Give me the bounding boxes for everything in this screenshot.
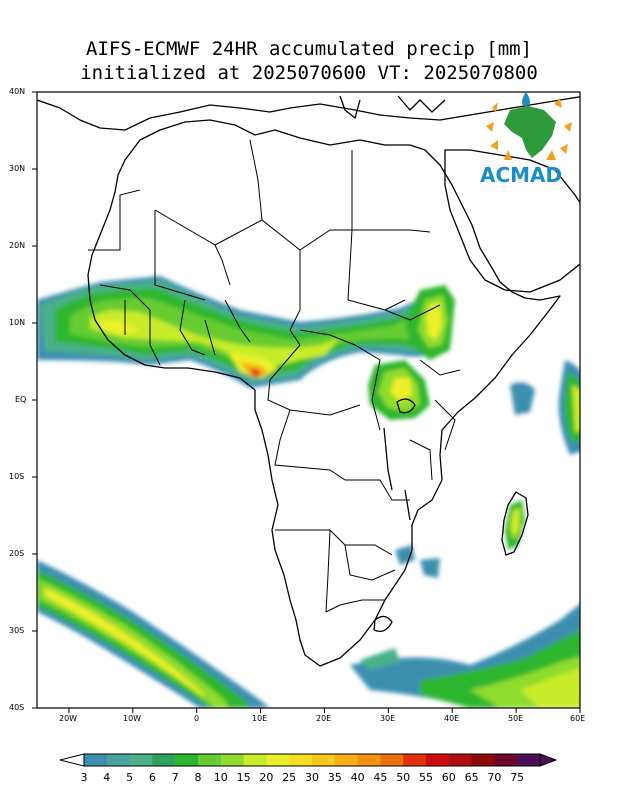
colorbar-label: 30 xyxy=(305,771,319,784)
colorbar-label: 15 xyxy=(236,771,251,784)
colorbar-label: 8 xyxy=(194,771,202,784)
colorbar-label: 5 xyxy=(126,771,134,784)
acmad-logo: ACMAD xyxy=(480,92,572,187)
colorbar-swatch xyxy=(129,754,153,766)
colorbar-swatch xyxy=(289,754,313,766)
colorbar-swatch xyxy=(357,754,381,766)
colorbar-swatch xyxy=(84,754,108,766)
colorbar-swatch xyxy=(220,754,245,766)
colorbar-label: 3 xyxy=(80,771,88,784)
lon-label-20w: 20W xyxy=(59,714,78,723)
colorbar-label: 55 xyxy=(419,771,433,784)
lat-label-40n: 40N xyxy=(9,87,26,96)
lon-label-40e: 40E xyxy=(444,714,460,723)
colorbar-swatch xyxy=(471,754,495,766)
colorbar-label: 10 xyxy=(213,771,228,784)
colorbar-swatch xyxy=(198,754,222,766)
colorbar-swatch xyxy=(266,754,290,766)
colorbar-swatch xyxy=(494,754,518,766)
lon-label-0: 0 xyxy=(194,714,200,723)
lat-label-eq: EQ xyxy=(15,395,27,404)
lon-label-20e: 20E xyxy=(316,714,332,723)
lat-label-20s: 20S xyxy=(9,549,25,558)
precip-field xyxy=(37,95,580,708)
colorbar-swatch xyxy=(152,754,176,766)
lon-label-10e: 10E xyxy=(252,714,268,723)
colorbar-swatch xyxy=(517,754,540,766)
lat-label-30n: 30N xyxy=(9,164,26,173)
colorbar-over-triangle xyxy=(539,753,558,767)
colorbar-label: 50 xyxy=(396,771,411,784)
colorbar-label: 35 xyxy=(327,771,342,784)
lon-label-60e: 60E xyxy=(570,714,586,723)
lat-label-10s: 10S xyxy=(9,472,25,481)
lon-label-50e: 50E xyxy=(508,714,524,723)
colorbar-swatch xyxy=(380,754,404,766)
colorbar-under-triangle xyxy=(59,753,85,767)
lon-label-10w: 10W xyxy=(123,714,142,723)
colorbar xyxy=(59,753,558,767)
colorbar-swatch xyxy=(403,754,427,766)
map-title-line1: AIFS-ECMWF 24HR accumulated precip [mm] xyxy=(85,38,533,60)
colorbar-label: 25 xyxy=(282,771,297,784)
colorbar-swatch xyxy=(448,754,473,766)
colorbar-label: 65 xyxy=(464,771,479,784)
colorbar-swatch xyxy=(243,754,267,766)
colorbar-label: 40 xyxy=(350,771,365,784)
colorbar-label: 6 xyxy=(148,771,156,784)
colorbar-label: 60 xyxy=(441,771,456,784)
map-title-line2: initialized at 2025070600 VT: 2025070800 xyxy=(80,62,538,84)
lat-label-10n: 10N xyxy=(9,318,26,327)
colorbar-swatch xyxy=(106,754,131,766)
lat-label-20n: 20N xyxy=(9,241,26,250)
country-borders xyxy=(88,139,461,613)
colorbar-swatch xyxy=(175,754,199,766)
colorbar-swatch xyxy=(426,754,450,766)
colorbar-label: 70 xyxy=(487,771,502,784)
colorbar-label: 45 xyxy=(373,771,388,784)
coastlines xyxy=(37,95,580,667)
colorbar-label: 20 xyxy=(259,771,274,784)
acmad-logo-text: ACMAD xyxy=(480,163,562,187)
lat-label-30s: 30S xyxy=(9,626,25,635)
colorbar-label: 75 xyxy=(510,771,525,784)
colorbar-swatch xyxy=(334,754,359,766)
lon-label-30e: 30E xyxy=(380,714,396,723)
lat-label-40s: 40S xyxy=(9,703,25,712)
colorbar-label: 7 xyxy=(171,771,179,784)
colorbar-swatch xyxy=(312,754,336,766)
colorbar-label: 4 xyxy=(103,771,111,784)
